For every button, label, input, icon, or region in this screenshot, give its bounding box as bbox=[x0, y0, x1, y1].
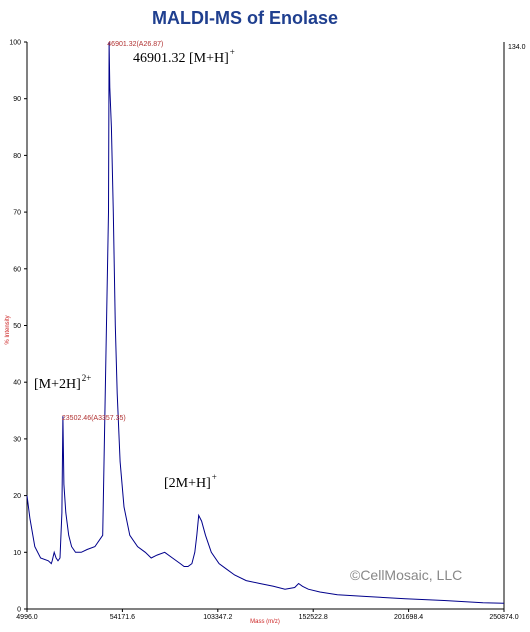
peak-annotation: 46901.32 [M+H] bbox=[133, 51, 229, 66]
watermark: ©CellMosaic, LLC bbox=[350, 567, 462, 583]
y-ticks: 0 10 20 30 40 50 60 70 80 90 100 bbox=[9, 40, 27, 614]
peak-label: 23502.46(A3357.35) bbox=[62, 415, 126, 422]
x-tick-label: 201698.4 bbox=[394, 614, 423, 621]
peak-annotation: [2M+H] bbox=[164, 476, 211, 491]
peak-label: 46901.32(A26.87) bbox=[107, 41, 163, 48]
x-tick-label: 250874.0 bbox=[489, 614, 518, 621]
y-axis-label: % Intensity bbox=[5, 315, 11, 344]
y-tick-label: 0 bbox=[17, 607, 21, 614]
y-tick-label: 40 bbox=[13, 380, 21, 387]
x-tick-label: 4996.0 bbox=[16, 614, 38, 621]
y-tick-label: 100 bbox=[9, 40, 21, 47]
y-tick-label: 10 bbox=[13, 550, 21, 557]
annotation-charge: + bbox=[212, 472, 217, 482]
spectrum-line bbox=[26, 41, 505, 604]
x-tick-label: 54171.6 bbox=[110, 614, 135, 621]
annotation-charge: 2+ bbox=[82, 373, 92, 383]
x-ticks: 4996.0 54171.6 103347.2 152522.8 201698.4 250… bbox=[16, 609, 519, 621]
y-tick-label: 80 bbox=[13, 153, 21, 160]
x-tick-label: 103347.2 bbox=[203, 614, 232, 621]
x-axis-label: Mass (m/z) bbox=[250, 619, 280, 625]
y-tick-label: 70 bbox=[13, 210, 21, 217]
peak-annotation: [M+2H] bbox=[34, 377, 81, 392]
y-tick-label: 30 bbox=[13, 436, 21, 443]
y-tick-label: 60 bbox=[13, 266, 21, 273]
y-tick-label: 90 bbox=[13, 96, 21, 103]
x-tick-label: 152522.8 bbox=[299, 614, 328, 621]
y-tick-label: 50 bbox=[13, 323, 21, 330]
annotation-charge: + bbox=[230, 47, 235, 57]
chart-title: MALDI-MS of Enolase bbox=[152, 8, 338, 28]
y-tick-label: 20 bbox=[13, 493, 21, 500]
right-axis-max-label: 134.0 bbox=[508, 44, 526, 51]
